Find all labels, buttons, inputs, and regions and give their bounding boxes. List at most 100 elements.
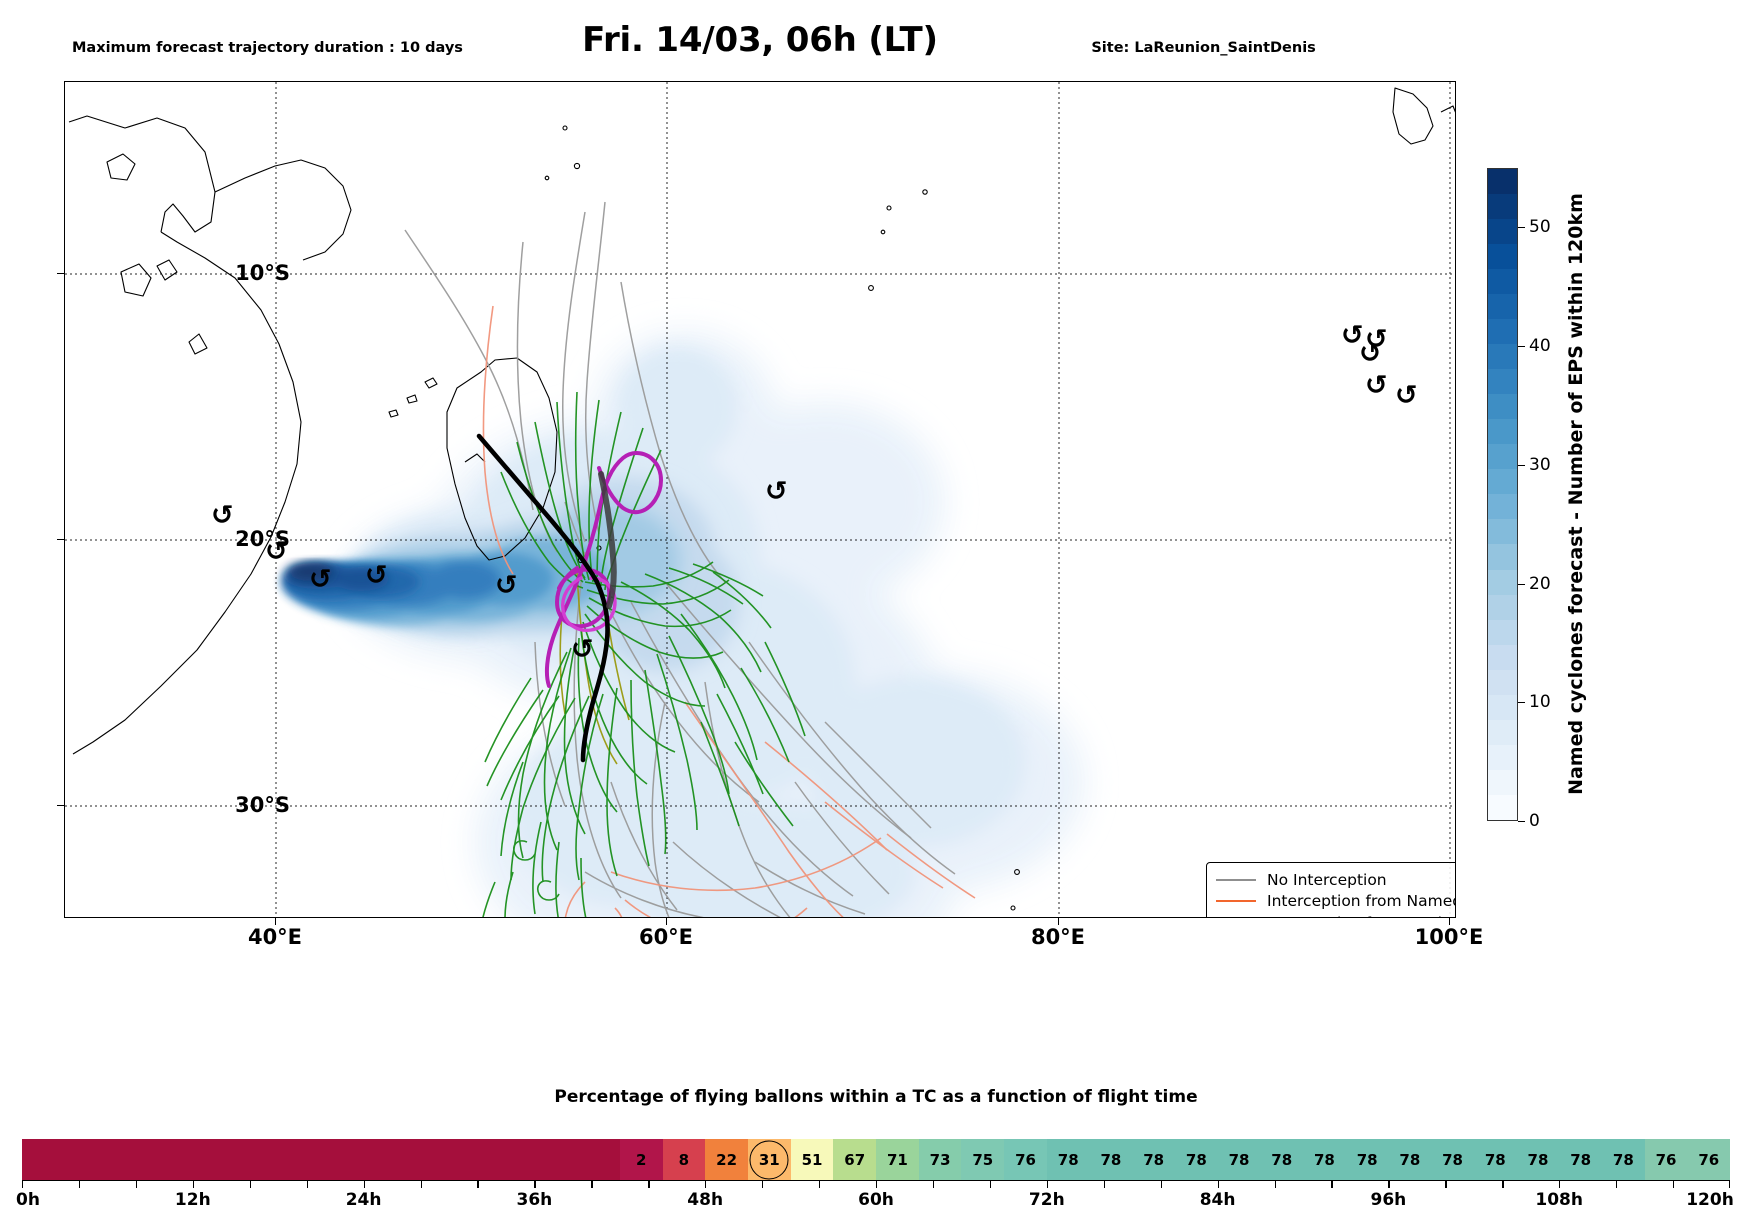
time-axis-label: 12h	[174, 1190, 211, 1210]
colorbar-tick	[1518, 464, 1525, 466]
percentage-cell[interactable]: 75	[961, 1139, 1005, 1180]
percentage-cell[interactable]: 2	[619, 1139, 663, 1180]
time-tick	[78, 1180, 81, 1188]
percentage-value: 78	[1271, 1150, 1293, 1169]
percentage-cell[interactable]: 78	[1559, 1139, 1603, 1180]
colorbar-tick-label: 30	[1529, 454, 1551, 475]
percentage-cell[interactable]: 76	[1687, 1139, 1731, 1180]
percentage-cell[interactable]: 78	[1217, 1139, 1261, 1180]
time-tick	[591, 1180, 593, 1188]
colorbar-cell	[1488, 744, 1517, 770]
colorbar-tick-label: 50	[1529, 217, 1551, 238]
percentage-cell[interactable]: 73	[918, 1139, 962, 1180]
percentage-cell[interactable]: 8	[662, 1139, 706, 1180]
percentage-cell[interactable]: 31	[747, 1139, 791, 1180]
map-legend[interactable]: No Interception Interception from Named …	[1206, 862, 1455, 917]
percentage-cell[interactable]: 78	[1431, 1139, 1474, 1180]
percentage-cell[interactable]	[22, 1139, 65, 1180]
time-tick	[1103, 1180, 1106, 1188]
percentage-value: 76	[1015, 1150, 1036, 1169]
percentage-value: 78	[1484, 1150, 1506, 1169]
percentage-cell[interactable]: 22	[705, 1139, 748, 1180]
percentage-cell[interactable]	[534, 1139, 578, 1180]
percentage-cell[interactable]: 78	[1602, 1139, 1645, 1180]
percentage-bar[interactable]: 2 8 22 31 51 67 71 73 75 76 78 78 78 78 78 78 78 78 78 78 78…	[22, 1139, 1731, 1181]
percentage-value: 78	[1612, 1150, 1634, 1169]
percentage-cell[interactable]: 71	[876, 1139, 919, 1180]
forecast-map[interactable]: ↺ ↺ ↺ ↺ ↺ ↺ ↺ ↺ ↺ ↺ ↺ ↺ No Interception	[64, 81, 1456, 918]
graticule	[65, 82, 1455, 917]
eps-colorbar[interactable]	[1487, 168, 1518, 821]
time-axis-label: 84h	[1199, 1190, 1236, 1210]
percentage-cell[interactable]	[577, 1139, 620, 1180]
percentage-cell[interactable]	[150, 1139, 193, 1180]
time-tick	[1274, 1180, 1276, 1188]
svg-text:↺: ↺	[1365, 324, 1388, 355]
time-tick	[363, 1180, 365, 1188]
percentage-cell[interactable]	[192, 1139, 236, 1180]
percentage-cell[interactable]: 78	[1046, 1139, 1090, 1180]
colorbar-cell	[1488, 269, 1517, 295]
percentage-cell[interactable]: 78	[1473, 1139, 1517, 1180]
time-tick	[534, 1180, 536, 1188]
percentage-cell[interactable]	[449, 1139, 492, 1180]
percentage-cell[interactable]: 78	[1089, 1139, 1133, 1180]
time-tick	[1445, 1180, 1447, 1188]
lon-label-80e: 80°E	[1030, 925, 1086, 949]
colorbar-cell	[1488, 469, 1517, 495]
percentage-cell[interactable]	[363, 1139, 407, 1180]
colorbar-cell	[1488, 769, 1517, 795]
colorbar-cell	[1488, 344, 1517, 370]
time-tick	[1331, 1180, 1333, 1188]
percentage-value: 78	[1143, 1150, 1165, 1169]
percentage-cell[interactable]	[278, 1139, 321, 1180]
colorbar-cell	[1488, 369, 1517, 395]
svg-text:↺: ↺	[1359, 338, 1382, 369]
percentage-cell[interactable]: 78	[1516, 1139, 1560, 1180]
trajectory-analysis	[476, 433, 610, 763]
percentage-value: 78	[1356, 1150, 1378, 1169]
percentage-cell[interactable]: 76	[1004, 1139, 1047, 1180]
colorbar-tick	[1518, 821, 1525, 822]
colorbar-cell	[1488, 694, 1517, 720]
time-tick	[989, 1180, 992, 1188]
percentage-cell[interactable]	[64, 1139, 108, 1180]
colorbar-tick	[1518, 583, 1525, 585]
percentage-cell[interactable]: 78	[1260, 1139, 1304, 1180]
colorbar-tick	[1518, 346, 1525, 348]
percentage-value: 78	[1100, 1150, 1122, 1169]
percentage-cell[interactable]: 78	[1174, 1139, 1218, 1180]
percentage-cell[interactable]: 51	[790, 1139, 834, 1180]
percentage-value: 78	[1527, 1150, 1549, 1169]
time-axis-label: 48h	[687, 1190, 724, 1210]
colorbar-tick-label: 10	[1529, 692, 1551, 713]
percentage-cell[interactable]: 78	[1132, 1139, 1175, 1180]
time-tick	[1160, 1180, 1162, 1188]
percentage-cell[interactable]: 78	[1303, 1139, 1346, 1180]
trajectories-both	[482, 391, 806, 917]
colorbar-cell	[1488, 294, 1517, 320]
coastlines	[68, 87, 1455, 911]
time-tick	[22, 1180, 24, 1188]
percentage-cell[interactable]: 67	[833, 1139, 877, 1180]
lat-label-10s: 10°S	[235, 261, 290, 285]
percentage-cell[interactable]	[406, 1139, 450, 1180]
legend-item-no-interception: No Interception	[1215, 869, 1455, 891]
colorbar-tick	[1518, 227, 1525, 229]
time-tick	[1673, 1180, 1675, 1188]
percentage-cell[interactable]: 78	[1345, 1139, 1389, 1180]
percentage-cell[interactable]: 76	[1644, 1139, 1688, 1180]
svg-text:↺: ↺	[1365, 370, 1388, 401]
percentage-cell[interactable]	[235, 1139, 279, 1180]
colorbar-cell	[1488, 544, 1517, 570]
percentage-cell[interactable]	[491, 1139, 535, 1180]
time-tick	[648, 1180, 650, 1188]
percentage-cell[interactable]: 78	[1388, 1139, 1432, 1180]
percentage-cell[interactable]	[320, 1139, 364, 1180]
lon-label-40e: 40°E	[247, 925, 303, 949]
lon-label-60e: 60°E	[638, 925, 694, 949]
percentage-value: 71	[886, 1150, 908, 1169]
percentage-value: 31	[758, 1150, 780, 1169]
percentage-value: 8	[678, 1150, 690, 1169]
percentage-cell[interactable]	[107, 1139, 151, 1180]
